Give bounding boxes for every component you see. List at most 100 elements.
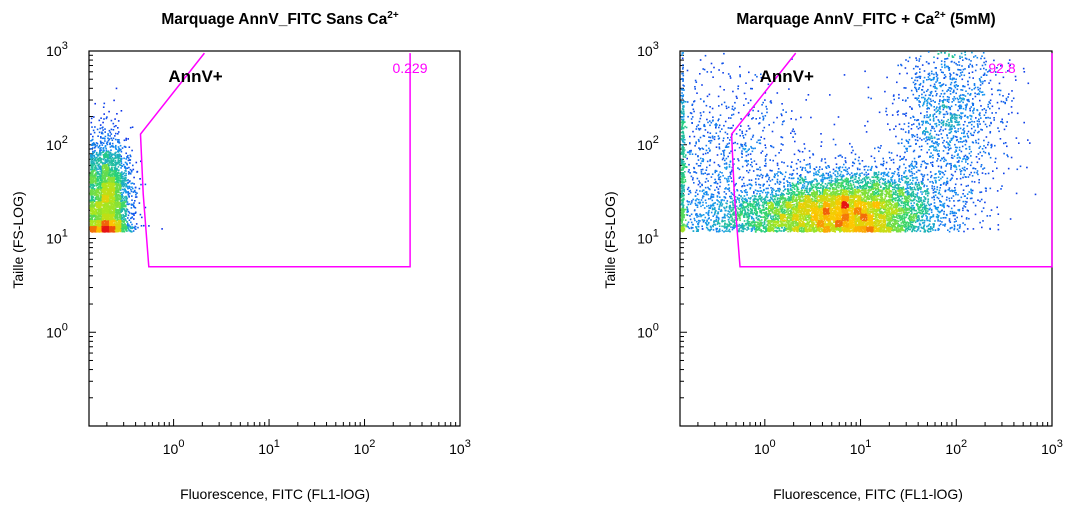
data-point bbox=[97, 135, 99, 137]
data-point bbox=[987, 141, 990, 144]
data-point bbox=[106, 211, 109, 213]
data-point bbox=[98, 145, 100, 148]
data-point bbox=[693, 135, 696, 138]
data-point bbox=[925, 162, 928, 165]
data-point bbox=[128, 203, 130, 205]
data-point bbox=[752, 134, 755, 137]
data-point bbox=[1009, 64, 1011, 67]
data-point bbox=[751, 79, 754, 82]
data-point bbox=[116, 178, 118, 180]
data-point bbox=[115, 180, 118, 183]
data-point bbox=[116, 219, 118, 222]
data-point bbox=[92, 175, 95, 178]
data-point bbox=[95, 197, 98, 199]
data-point bbox=[119, 178, 122, 180]
data-point bbox=[1007, 167, 1010, 170]
data-point bbox=[117, 149, 119, 151]
data-point bbox=[111, 154, 114, 156]
data-point bbox=[820, 133, 822, 135]
data-point bbox=[100, 227, 102, 229]
data-point bbox=[98, 163, 101, 165]
data-point bbox=[91, 168, 94, 171]
data-point bbox=[98, 229, 101, 232]
data-point bbox=[749, 99, 752, 102]
data-point bbox=[122, 213, 124, 216]
data-point bbox=[113, 219, 115, 222]
data-point bbox=[716, 154, 719, 156]
data-point bbox=[748, 128, 750, 130]
data-point bbox=[115, 212, 118, 215]
data-point bbox=[998, 107, 1000, 110]
data-point bbox=[122, 208, 124, 211]
data-point bbox=[898, 72, 901, 75]
data-point bbox=[96, 182, 99, 185]
data-point bbox=[112, 129, 115, 131]
data-point bbox=[790, 132, 792, 134]
data-point bbox=[91, 143, 94, 145]
data-point bbox=[912, 93, 915, 96]
data-point bbox=[897, 44, 899, 46]
data-point bbox=[718, 143, 721, 145]
data-point bbox=[742, 176, 745, 179]
data-point bbox=[104, 229, 107, 232]
data-point bbox=[997, 127, 999, 129]
data-point bbox=[115, 229, 118, 231]
data-point bbox=[115, 193, 118, 195]
data-point bbox=[115, 202, 117, 204]
data-point bbox=[1005, 39, 1007, 41]
data-point bbox=[104, 140, 106, 142]
data-point bbox=[112, 193, 114, 195]
data-point bbox=[800, 116, 802, 119]
data-point bbox=[892, 95, 895, 97]
data-point bbox=[104, 213, 106, 216]
data-point bbox=[106, 143, 109, 146]
data-point bbox=[114, 155, 117, 157]
data-point bbox=[996, 190, 999, 192]
plot-panel-sans-ca: Marquage AnnV_FITC Sans Ca2+ 100 101 102 10… bbox=[10, 10, 471, 502]
data-point bbox=[97, 205, 99, 207]
data-point bbox=[123, 208, 126, 211]
data-point bbox=[990, 143, 993, 146]
data-point bbox=[792, 136, 794, 138]
data-point bbox=[902, 128, 905, 131]
data-point bbox=[108, 171, 110, 174]
data-point bbox=[111, 189, 114, 191]
data-point bbox=[914, 86, 916, 89]
data-point bbox=[110, 184, 112, 187]
data-point bbox=[971, 64, 973, 67]
data-point bbox=[106, 187, 109, 190]
data-point bbox=[115, 132, 117, 135]
data-point bbox=[915, 76, 917, 79]
data-point bbox=[106, 181, 109, 183]
data-point bbox=[737, 85, 740, 87]
data-point bbox=[821, 168, 823, 170]
data-point bbox=[700, 114, 702, 117]
data-point bbox=[120, 177, 123, 180]
data-point bbox=[136, 192, 138, 194]
data-point bbox=[119, 144, 122, 147]
data-point bbox=[143, 224, 145, 227]
data-point bbox=[904, 67, 907, 69]
y-tick-label: 102 bbox=[637, 134, 659, 153]
data-point bbox=[102, 162, 104, 164]
data-point bbox=[954, 187, 956, 189]
data-point bbox=[856, 167, 859, 170]
data-point bbox=[953, 61, 956, 64]
data-point bbox=[939, 187, 941, 189]
data-point bbox=[116, 162, 119, 165]
data-point bbox=[879, 147, 881, 149]
data-point bbox=[104, 152, 106, 155]
data-point bbox=[100, 178, 103, 181]
data-point bbox=[117, 127, 119, 129]
data-point bbox=[712, 116, 714, 118]
data-point bbox=[936, 57, 939, 60]
data-point bbox=[119, 157, 122, 160]
data-point bbox=[94, 166, 97, 169]
data-point bbox=[764, 158, 767, 160]
data-point bbox=[121, 215, 123, 217]
data-point bbox=[113, 194, 116, 196]
data-point bbox=[950, 173, 953, 176]
data-point bbox=[117, 206, 119, 208]
data-point bbox=[94, 177, 96, 179]
data-point bbox=[915, 65, 917, 68]
